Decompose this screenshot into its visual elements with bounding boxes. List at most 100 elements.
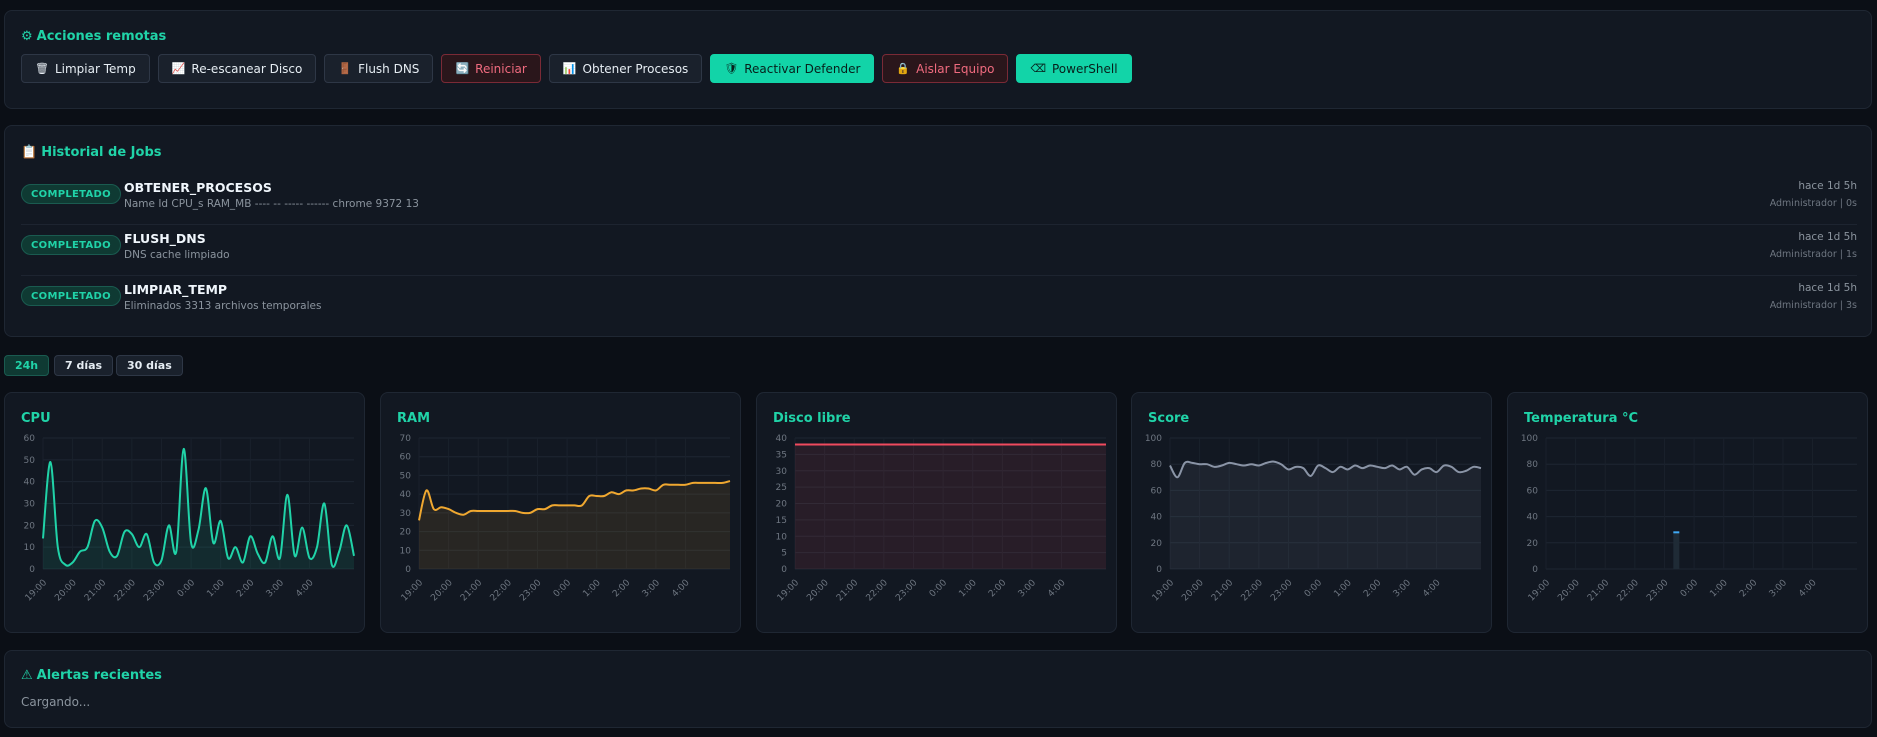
y-tick-label: 100 [1521, 434, 1538, 444]
y-tick-label: 25 [776, 483, 787, 493]
y-tick-label: 70 [400, 434, 412, 444]
range-tab-7-dias[interactable]: 7 días [54, 355, 114, 376]
reiniciar-button[interactable]: 🔄 Reiniciar [441, 54, 541, 83]
x-tick-label: 1:00 [581, 578, 603, 600]
job-meta: Administrador | 3s [1769, 300, 1857, 311]
cpu-chart: 0 10 20 30 40 50 60 19:00 20:00 21:00 22:00 23:00 0:… [24, 434, 355, 604]
y-tick-label: 5 [781, 549, 787, 559]
x-tick-label: 23:00 [142, 578, 168, 604]
re-escanear-disco-button[interactable]: 📈 Re-escanear Disco [157, 54, 317, 83]
x-tick-label: 2:00 [1738, 578, 1760, 600]
button-label: Reiniciar [475, 61, 527, 76]
y-tick-label: 80 [1151, 460, 1163, 470]
score-chart: 0 20 40 60 80 100 19:00 20:00 21:00 22:00 23:00 0:0… [1145, 434, 1482, 604]
x-tick-label: 22:00 [489, 578, 515, 604]
x-tick-label: 4:00 [294, 578, 316, 600]
y-tick-label: 15 [776, 516, 787, 526]
score-area [1170, 461, 1481, 569]
obtener-procesos-button[interactable]: 📊 Obtener Procesos [548, 54, 703, 83]
x-tick-label: 22:00 [1240, 578, 1266, 604]
temperature-bar [1673, 532, 1680, 569]
x-tick-label: 21:00 [83, 578, 109, 604]
x-tick-label: 20:00 [1556, 578, 1582, 604]
x-tick-label: 21:00 [835, 578, 861, 604]
x-tick-label: 3:00 [1768, 578, 1790, 600]
job-name: FLUSH_DNS [124, 231, 206, 246]
y-tick-label: 20 [776, 500, 788, 510]
y-tick-label: 30 [24, 500, 36, 510]
job-row[interactable]: COMPLETADO OBTENER_PROCESOS Name Id CPU_s … [21, 174, 1857, 225]
y-tick-label: 10 [776, 532, 788, 542]
x-tick-label: 3:00 [1017, 578, 1039, 600]
x-tick-label: 3:00 [641, 578, 663, 600]
y-tick-label: 20 [24, 521, 36, 531]
x-tick-label: 0:00 [1303, 578, 1325, 600]
y-tick-label: 20 [1527, 539, 1539, 549]
status-badge: COMPLETADO [21, 235, 121, 255]
x-tick-label: 1:00 [957, 578, 979, 600]
x-tick-label: 19:00 [24, 578, 50, 604]
y-tick-label: 30 [400, 509, 412, 519]
temperatura-c-chart-card: Temperatura °C 0 20 40 60 80 100 19:00 20:00 21:0… [1507, 392, 1868, 633]
x-tick-label: 2:00 [987, 578, 1009, 600]
aislar-equipo-button[interactable]: 🔒 Aislar Equipo [882, 54, 1009, 83]
x-tick-label: 21:00 [1586, 578, 1612, 604]
range-tab-30-dias[interactable]: 30 días [116, 355, 183, 376]
x-tick-label: 23:00 [1269, 578, 1295, 604]
job-detail: Eliminados 3313 archivos temporales [124, 300, 322, 312]
y-tick-label: 30 [776, 467, 788, 477]
gear-icon: ⚙ [21, 29, 33, 44]
x-tick-label: 3:00 [265, 578, 287, 600]
x-tick-label: 19:00 [776, 578, 802, 604]
action-buttons: 🗑 Limpiar Temp 📈 Re-escanear Disco 🚪 Flush DN… [21, 54, 1132, 83]
x-tick-label: 21:00 [459, 578, 485, 604]
y-tick-label: 0 [781, 565, 787, 575]
cpu-chart-card: CPU 0 10 20 30 40 50 60 19:00 20:00 21:00 22:00 23:0… [4, 392, 365, 633]
job-row[interactable]: COMPLETADO LIMPIAR_TEMP Eliminados 3313 ar… [21, 276, 1857, 327]
limpiar-temp-button[interactable]: 🗑 Limpiar Temp [21, 54, 150, 83]
button-label: Aislar Equipo [916, 61, 995, 76]
job-time: hace 1d 5h [1798, 282, 1857, 294]
ram-line [418, 480, 731, 521]
x-tick-label: 4:00 [1421, 578, 1443, 600]
button-label: Flush DNS [358, 61, 420, 76]
cpu-area [43, 448, 354, 569]
flush-dns-button[interactable]: 🚪 Flush DNS [324, 54, 434, 83]
powershell-button[interactable]: ⌫ PowerShell [1016, 54, 1132, 83]
y-tick-label: 35 [776, 450, 787, 460]
clipboard-icon: 📋 [21, 145, 38, 160]
x-tick-label: 19:00 [1527, 578, 1553, 604]
range-tab-24h[interactable]: 24h [4, 355, 50, 376]
y-tick-label: 40 [1151, 513, 1163, 523]
chart-title: CPU [21, 411, 51, 426]
chart-title: Disco libre [773, 411, 851, 426]
job-meta: Administrador | 0s [1769, 198, 1857, 209]
x-tick-label: 23:00 [894, 578, 920, 604]
ram-chart: 0 10 20 30 40 50 60 70 19:00 20:00 21:00 22:00 23:00… [400, 434, 731, 604]
button-label: Obtener Procesos [582, 61, 689, 76]
job-name: OBTENER_PROCESOS [124, 180, 272, 195]
re-escanear-disco-icon: 📈 [171, 62, 186, 75]
y-tick-label: 10 [24, 543, 36, 553]
y-tick-label: 0 [29, 565, 35, 575]
y-tick-label: 0 [1532, 565, 1538, 575]
x-tick-label: 0:00 [1679, 578, 1701, 600]
button-label: Re-escanear Disco [191, 61, 303, 76]
x-tick-label: 22:00 [865, 578, 891, 604]
job-name: LIMPIAR_TEMP [124, 282, 228, 297]
button-label: Reactivar Defender [744, 61, 861, 76]
x-tick-label: 0:00 [928, 578, 950, 600]
y-tick-label: 20 [400, 528, 412, 538]
x-tick-label: 3:00 [1392, 578, 1414, 600]
x-tick-label: 22:00 [113, 578, 139, 604]
y-tick-label: 60 [1151, 486, 1163, 496]
x-tick-label: 22:00 [1616, 578, 1642, 604]
x-tick-label: 2:00 [1362, 578, 1384, 600]
y-tick-label: 10 [400, 546, 412, 556]
reactivar-defender-button[interactable]: 🛡 Reactivar Defender [710, 54, 875, 83]
status-badge: COMPLETADO [21, 286, 121, 306]
cpu-line [42, 447, 355, 568]
y-tick-label: 40 [400, 490, 412, 500]
job-row[interactable]: COMPLETADO FLUSH_DNS DNS cache limpiado hac… [21, 225, 1857, 276]
y-tick-label: 40 [776, 434, 788, 444]
